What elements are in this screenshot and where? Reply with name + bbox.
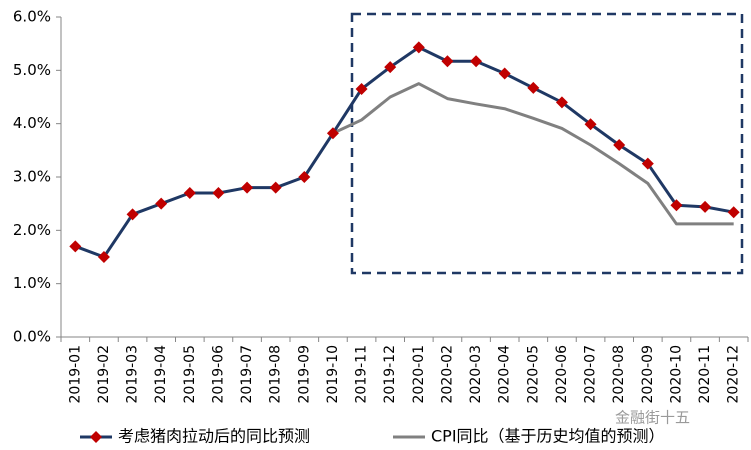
x-tick-label: 2020-06 (554, 345, 570, 404)
x-tick-label: 2019-09 (296, 345, 312, 404)
x-tick-label: 2019-03 (125, 345, 141, 404)
legend-marker (90, 431, 102, 443)
x-tick-label: 2020-07 (583, 345, 599, 404)
data-point (670, 199, 683, 212)
data-point (412, 41, 425, 54)
data-point (97, 251, 110, 263)
data-point (613, 139, 626, 151)
y-tick-label: 2.0% (13, 221, 51, 239)
x-tick-label: 2019-10 (325, 345, 341, 404)
x-tick-label: 2019-05 (182, 345, 198, 404)
x-tick-label: 2019-06 (210, 345, 226, 404)
data-point (241, 181, 254, 194)
series-line (74, 45, 734, 259)
x-tick-label: 2019-12 (382, 345, 398, 404)
data-point (69, 240, 82, 253)
y-tick-label: 1.0% (13, 274, 51, 292)
data-point (470, 55, 483, 68)
x-tick-label: 2020-09 (640, 345, 656, 404)
data-point (126, 208, 139, 221)
x-tick-label: 2020-01 (411, 345, 427, 404)
x-tick-label: 2020-04 (497, 345, 513, 404)
data-point (326, 127, 339, 140)
data-point (183, 187, 196, 199)
data-point (641, 157, 654, 170)
highlight-box (350, 12, 744, 275)
y-tick-label: 3.0% (13, 168, 51, 186)
data-point (269, 181, 282, 194)
y-tick-label: 5.0% (13, 61, 51, 79)
data-point (298, 171, 311, 183)
series-line (332, 82, 734, 226)
x-tick-label: 2019-07 (239, 345, 255, 404)
x-tick-label: 2020-10 (668, 345, 684, 404)
data-point (498, 67, 511, 80)
y-tick-label: 4.0% (13, 114, 51, 132)
x-tick-label: 2019-08 (268, 345, 284, 404)
x-tick-label: 2020-03 (468, 345, 484, 404)
x-tick-label: 2020-05 (525, 345, 541, 404)
x-tick-label: 2019-02 (96, 345, 112, 404)
x-tick-label: 2020-12 (726, 345, 742, 404)
data-point (355, 83, 368, 95)
x-tick-label: 2019-04 (153, 345, 169, 404)
x-tick-label: 2020-02 (439, 345, 455, 404)
data-point (555, 96, 568, 109)
data-point (384, 61, 397, 74)
legend-label: 考虑猪肉拉动后的同比预测 (118, 427, 310, 446)
data-point (699, 200, 712, 213)
watermark: 金融街十五 (615, 409, 690, 427)
data-point (212, 187, 225, 199)
y-tick-label: 0.0% (13, 328, 51, 346)
data-point (441, 55, 454, 68)
data-point (527, 81, 540, 94)
x-tick-label: 2019-01 (67, 345, 83, 404)
x-tick-label: 2020-08 (611, 345, 627, 404)
data-point (155, 197, 168, 210)
legend-label: CPI同比（基于历史均值的预测） (431, 427, 665, 446)
y-tick-label: 6.0% (13, 8, 51, 26)
data-point (584, 118, 597, 131)
x-tick-label: 2020-11 (697, 345, 713, 404)
data-point (727, 206, 740, 219)
x-tick-label: 2019-11 (354, 345, 370, 404)
